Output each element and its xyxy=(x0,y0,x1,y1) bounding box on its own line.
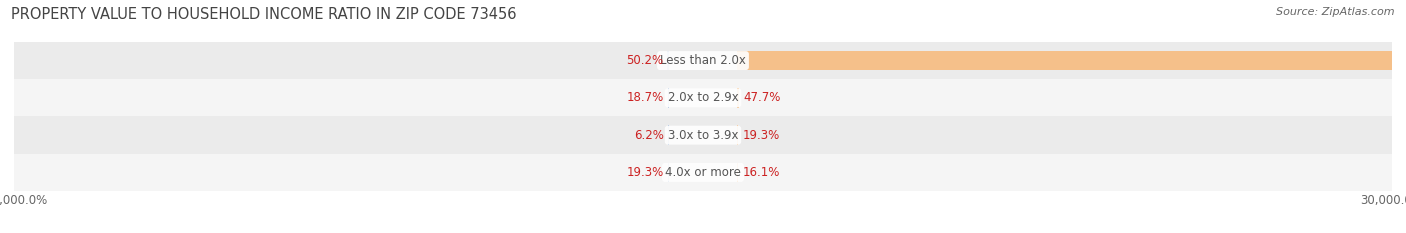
Text: 3.0x to 3.9x: 3.0x to 3.9x xyxy=(668,129,738,142)
Text: PROPERTY VALUE TO HOUSEHOLD INCOME RATIO IN ZIP CODE 73456: PROPERTY VALUE TO HOUSEHOLD INCOME RATIO… xyxy=(11,7,517,22)
Text: 18.7%: 18.7% xyxy=(626,91,664,104)
Text: 19.3%: 19.3% xyxy=(742,129,780,142)
Text: 4.0x or more: 4.0x or more xyxy=(665,166,741,179)
Text: 19.3%: 19.3% xyxy=(626,166,664,179)
Bar xyxy=(14,79,1392,116)
Text: Source: ZipAtlas.com: Source: ZipAtlas.com xyxy=(1277,7,1395,17)
Text: 47.7%: 47.7% xyxy=(744,91,780,104)
Text: 50.2%: 50.2% xyxy=(626,54,662,67)
Text: 16.1%: 16.1% xyxy=(742,166,780,179)
Bar xyxy=(14,42,1392,79)
Text: Less than 2.0x: Less than 2.0x xyxy=(659,54,747,67)
Bar xyxy=(738,51,1406,70)
Bar xyxy=(14,154,1392,191)
Text: 2.0x to 2.9x: 2.0x to 2.9x xyxy=(668,91,738,104)
Bar xyxy=(14,116,1392,154)
Text: 6.2%: 6.2% xyxy=(634,129,664,142)
